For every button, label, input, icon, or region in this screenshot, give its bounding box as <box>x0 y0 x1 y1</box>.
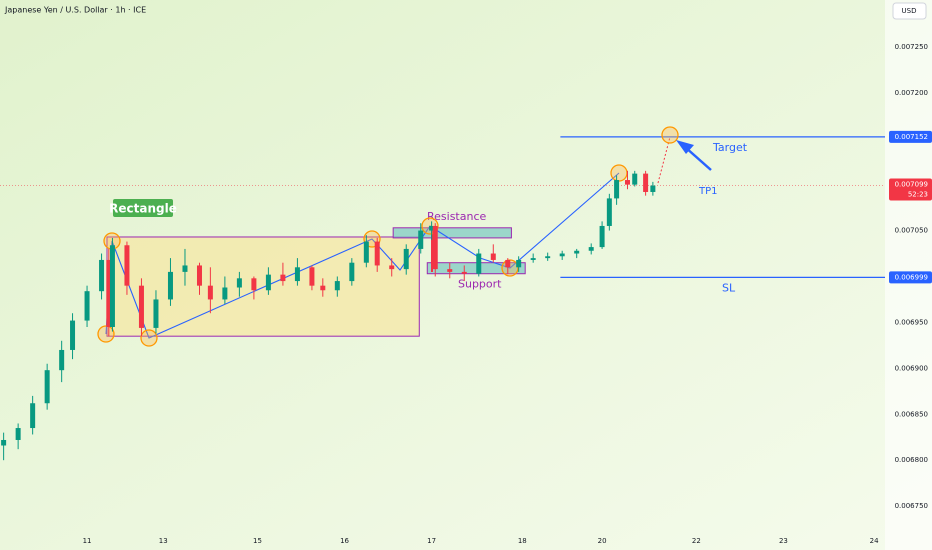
zone-label-box <box>112 199 173 217</box>
x-tick-label: 22 <box>692 537 701 545</box>
y-tick-label: 0.006900 <box>895 364 928 372</box>
candle-body <box>309 267 315 286</box>
chart-title: Japanese Yen / U.S. Dollar · 1h · ICE <box>4 6 146 15</box>
x-tick-label: 17 <box>427 537 436 545</box>
x-tick-label: 18 <box>518 537 527 545</box>
y-tick-label: 0.006800 <box>895 456 928 464</box>
candle-body <box>106 259 112 328</box>
x-tick-label: 23 <box>779 537 788 545</box>
x-tick-label: 24 <box>870 537 879 545</box>
y-tick-label: 0.007200 <box>895 89 928 97</box>
candle-body <box>374 241 380 266</box>
candle-body <box>59 349 65 371</box>
candle-body <box>574 250 580 254</box>
candle-body <box>84 291 90 321</box>
candle-body <box>236 278 242 288</box>
candle-body <box>490 253 496 260</box>
candle-body <box>643 173 649 192</box>
currency-box[interactable] <box>892 2 927 20</box>
x-tick-label: 16 <box>340 537 349 545</box>
pivot-circle <box>97 325 115 343</box>
candle-body <box>588 247 594 251</box>
candle-body <box>44 370 50 404</box>
candle-body <box>280 274 286 282</box>
level-price: 0.006999 <box>895 273 928 281</box>
annotation: TP1 <box>698 186 718 197</box>
x-tick-label: 13 <box>159 537 168 545</box>
candle-body <box>153 299 159 328</box>
candle-body <box>138 285 144 328</box>
pivot-circle <box>610 164 628 182</box>
candle-body <box>516 259 522 268</box>
y-tick-label: 0.006850 <box>895 410 928 418</box>
candle-body <box>614 180 620 199</box>
level-price: 0.007152 <box>895 133 928 141</box>
x-tick-label: 20 <box>598 537 607 545</box>
candle-body <box>109 245 115 328</box>
candle-body <box>461 271 467 274</box>
candle-body <box>599 225 605 248</box>
pivot-circle <box>661 126 679 144</box>
last-price-box <box>889 178 932 201</box>
candle-body <box>251 278 257 291</box>
candle-body <box>196 265 202 286</box>
last-price: 0.007099 <box>895 181 928 189</box>
zone-label: Support <box>458 278 502 291</box>
x-tick-label: 15 <box>253 537 262 545</box>
candle-body <box>182 265 188 272</box>
candle-body <box>334 281 340 291</box>
level-price-box <box>889 130 932 143</box>
zone-label: Rectangle <box>109 202 177 216</box>
candle-body <box>124 245 130 286</box>
candle-body <box>1 439 7 446</box>
y-tick-label: 0.006950 <box>895 318 928 326</box>
candle-body <box>418 230 424 249</box>
y-tick-label: 0.006750 <box>895 502 928 510</box>
candle-body <box>70 320 76 350</box>
level-label: Target <box>712 141 748 154</box>
zone <box>426 262 526 275</box>
candle-body <box>30 403 36 429</box>
zone-label: Resistance <box>427 210 487 223</box>
candle-body <box>363 241 369 263</box>
y-tick-label: 0.007250 <box>895 43 928 51</box>
pivot-circle <box>140 329 158 347</box>
candle-body <box>320 285 326 291</box>
zone <box>392 227 512 239</box>
candle-body <box>222 287 228 300</box>
currency[interactable]: USD <box>902 7 917 15</box>
pattern-line <box>105 172 620 339</box>
candle-body <box>545 256 551 259</box>
arrow-shaft <box>684 146 712 171</box>
candle-body <box>559 253 565 257</box>
candle-body <box>476 253 482 274</box>
candle-body <box>606 198 612 226</box>
candle-body <box>265 274 271 291</box>
candle-body <box>294 267 300 282</box>
candle-body <box>505 259 511 268</box>
candle-body <box>349 262 355 282</box>
level-price-box <box>889 271 932 284</box>
level-label: SL <box>722 281 736 294</box>
candle-body <box>447 269 453 272</box>
candle-body <box>530 258 536 260</box>
candle-body <box>99 259 105 292</box>
candle-body <box>624 180 630 185</box>
candle-body <box>167 271 173 300</box>
candle-body <box>403 248 409 270</box>
arrow-head <box>676 140 694 154</box>
candle-body <box>389 265 395 270</box>
x-tick-label: 11 <box>83 537 92 545</box>
candle-body <box>650 185 656 192</box>
candle-body <box>429 225 435 231</box>
candle-body <box>15 428 21 440</box>
candle-body <box>632 173 638 185</box>
candle-body <box>432 225 438 270</box>
candle-body <box>207 285 213 300</box>
countdown: 52:23 <box>908 191 928 199</box>
y-tick-label: 0.007050 <box>895 227 928 235</box>
